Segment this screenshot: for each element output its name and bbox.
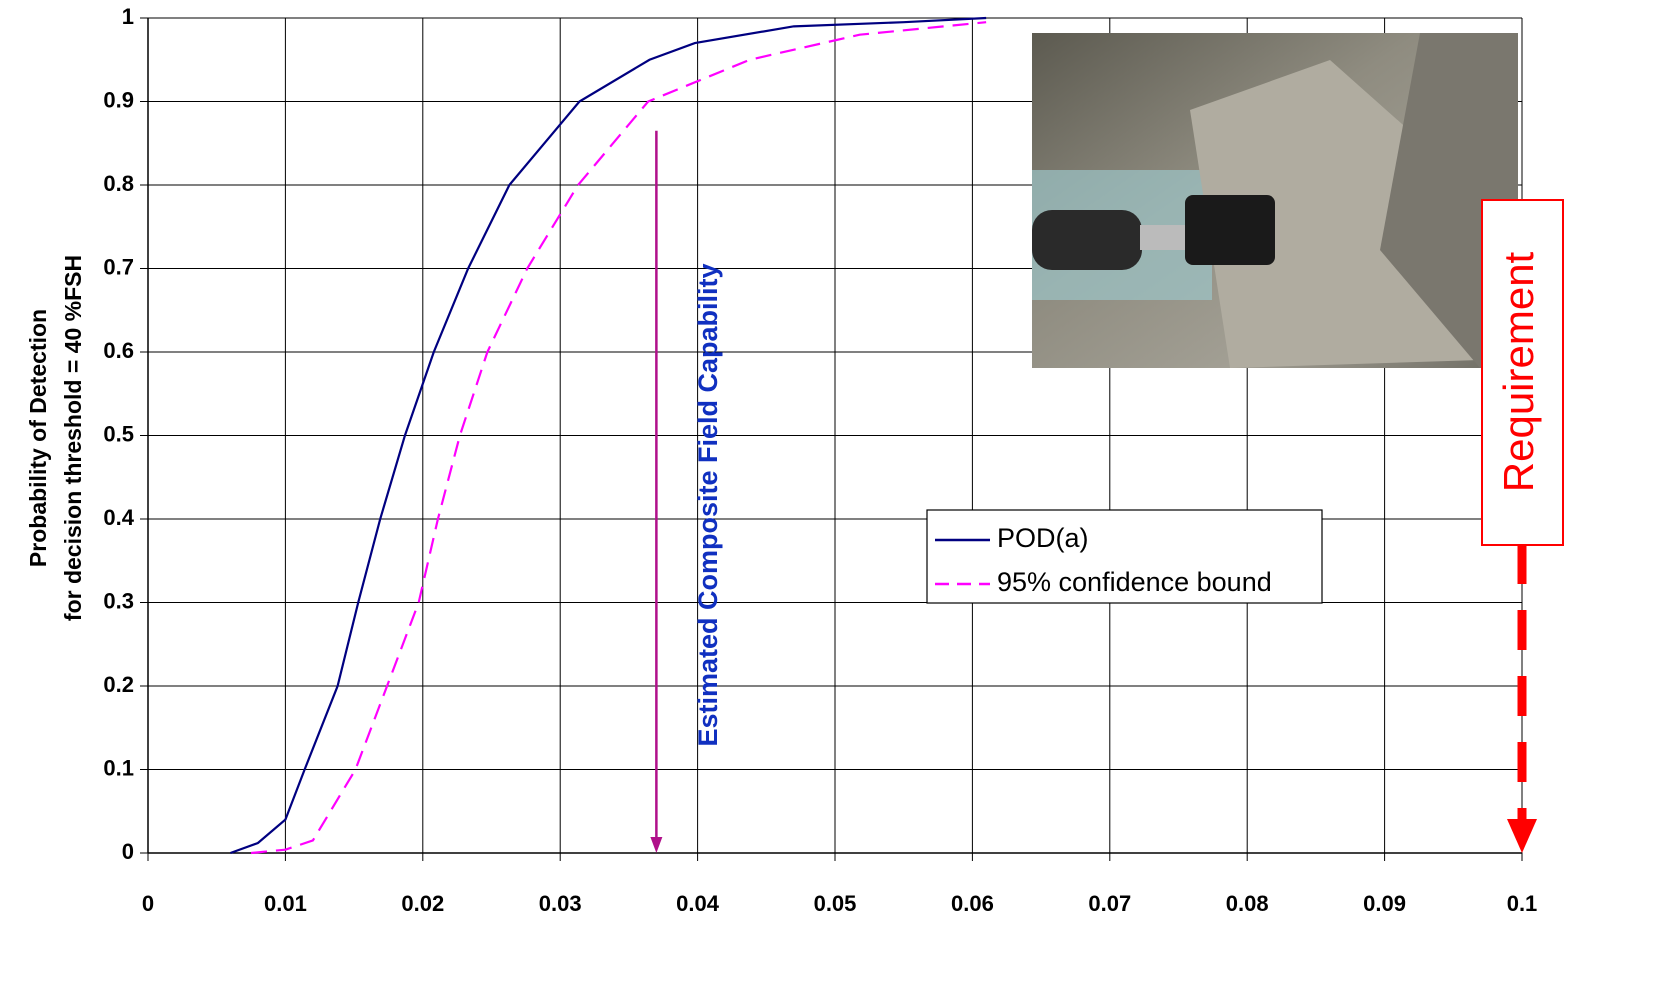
- x-tick-label: 0.05: [814, 891, 857, 916]
- y-tick-label: 0.6: [103, 338, 134, 363]
- annotation-text: Estimated Composite Field Capability: [693, 263, 723, 746]
- y-tick-label: 0.4: [103, 505, 134, 530]
- x-tick-label: 0.07: [1088, 891, 1131, 916]
- y-tick-label: 0.9: [103, 87, 134, 112]
- y-tick-label: 0.1: [103, 755, 134, 780]
- y-tick-label: 0.2: [103, 672, 134, 697]
- y-axis-label-line: for decision threshold = 40 %FSH: [60, 255, 86, 621]
- x-tick-label: 0.08: [1226, 891, 1269, 916]
- y-tick-label: 1: [122, 4, 134, 29]
- x-tick-label: 0: [142, 891, 154, 916]
- x-tick-label: 0.03: [539, 891, 582, 916]
- x-tick-label: 0.01: [264, 891, 307, 916]
- y-axis-label-line: Probability of Detection: [25, 309, 51, 567]
- series-line: [250, 21, 987, 855]
- annotation-text: Requirement: [1495, 251, 1542, 492]
- legend-label: POD(a): [997, 523, 1089, 553]
- arrow-head: [1507, 819, 1537, 853]
- y-tick-label: 0: [122, 839, 134, 864]
- y-tick-label: 0.3: [103, 588, 134, 613]
- requirement-box: [1481, 199, 1564, 546]
- x-tick-label: 0.06: [951, 891, 994, 916]
- y-axis-label: Probability of Detection for decision th…: [25, 255, 86, 621]
- arrow-head: [650, 837, 663, 853]
- series-line: [230, 16, 987, 855]
- x-tick-label: 0.02: [401, 891, 444, 916]
- x-tick-label: 0.04: [676, 891, 720, 916]
- legend: POD(a) 95% confidence bound: [926, 509, 1323, 604]
- y-tick-label: 0.5: [103, 421, 134, 446]
- y-tick-label: 0.7: [103, 254, 134, 279]
- x-tick-label: 0.1: [1507, 891, 1538, 916]
- x-tick-label: 0.09: [1363, 891, 1406, 916]
- legend-label: 95% confidence bound: [997, 567, 1272, 597]
- grid: [140, 17, 1523, 861]
- y-tick-label: 0.8: [103, 171, 134, 196]
- photo: [1032, 33, 1518, 368]
